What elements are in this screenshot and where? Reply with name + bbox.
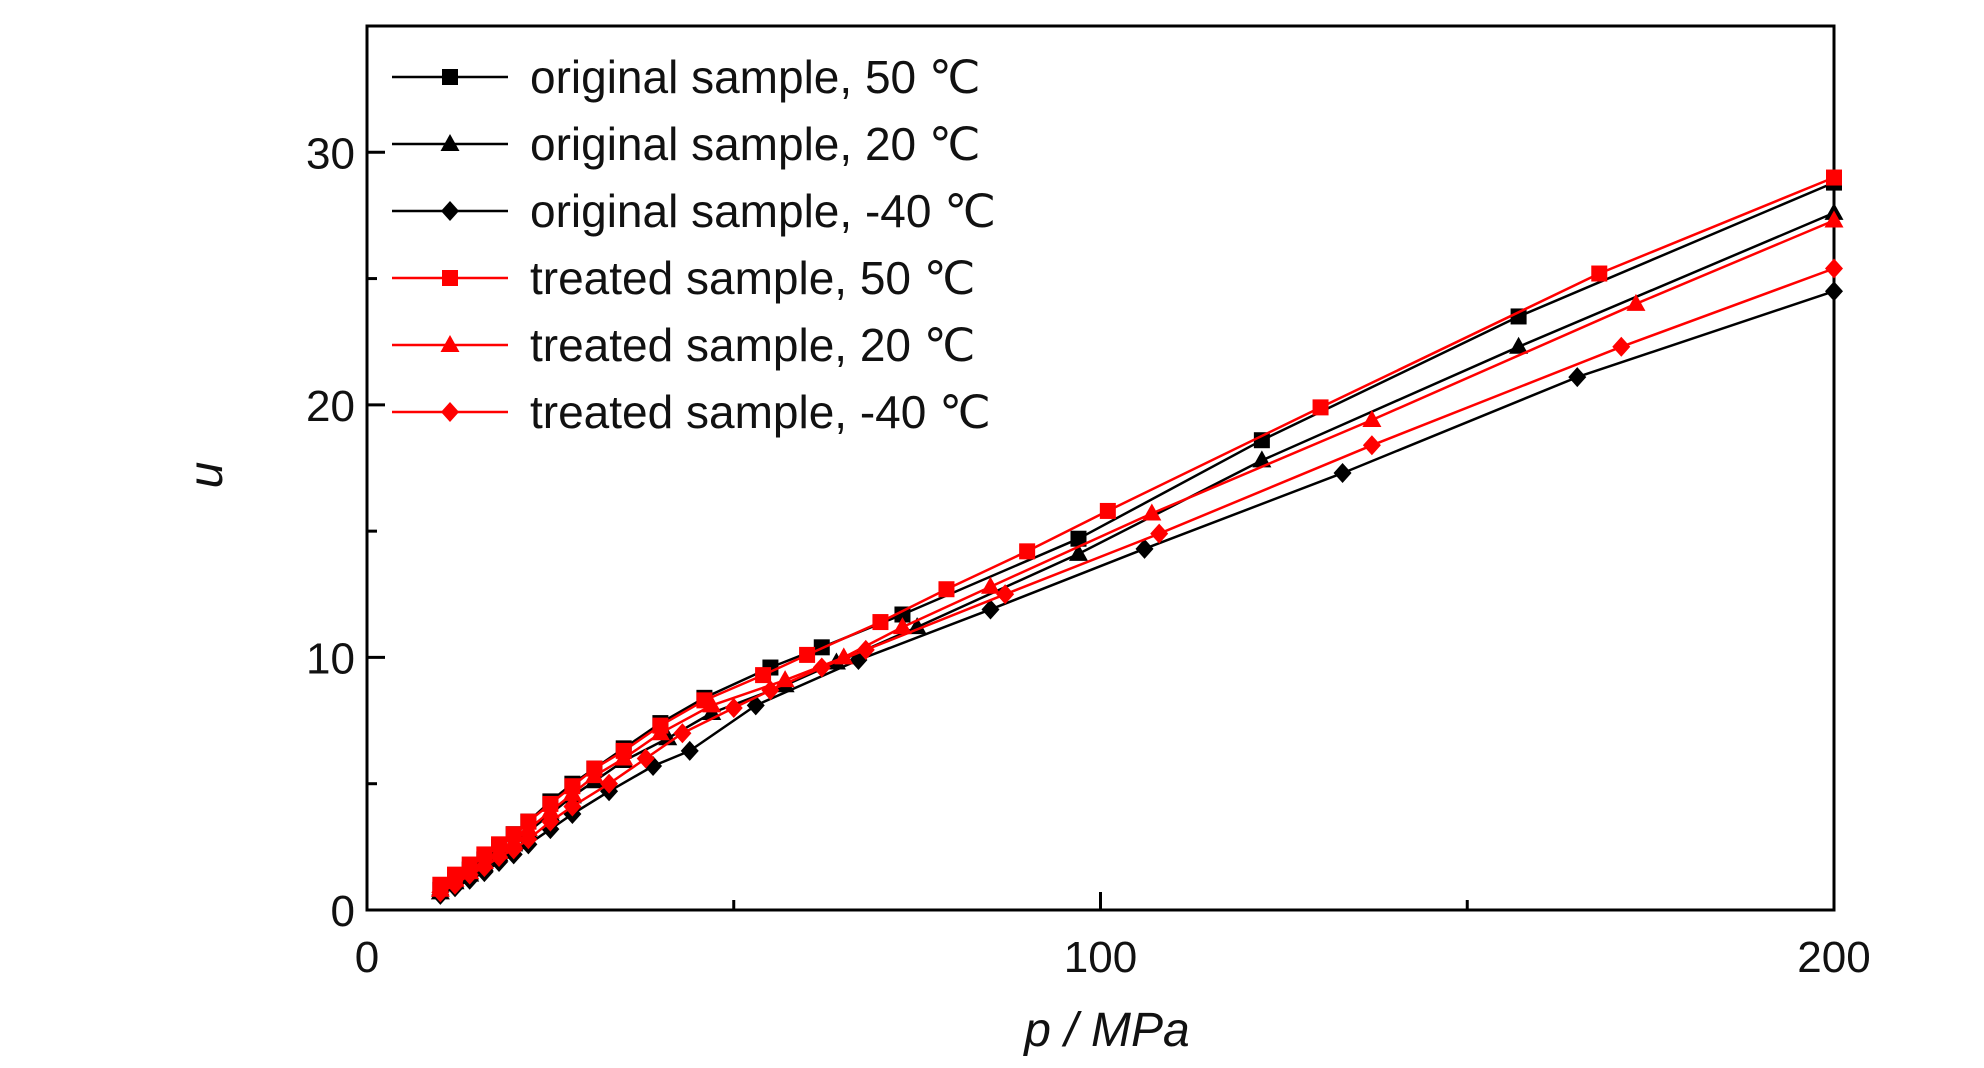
legend-entry: treated sample, 50 ℃ <box>392 252 975 304</box>
data-point <box>1826 169 1842 186</box>
data-point <box>1099 502 1116 519</box>
data-point <box>872 614 889 631</box>
data-point <box>856 639 875 660</box>
legend-entry: treated sample, 20 ℃ <box>392 319 975 371</box>
data-point <box>702 695 722 713</box>
data-point <box>1142 503 1162 521</box>
legend-marker <box>440 134 460 151</box>
data-point <box>907 617 927 635</box>
data-point <box>1362 435 1381 456</box>
data-point <box>1333 463 1352 484</box>
data-point <box>541 811 560 832</box>
axis-ticks-layer: 0 100 200 0 10 20 30 <box>306 129 1871 982</box>
data-point <box>650 723 670 741</box>
data-point <box>504 839 523 860</box>
legend: original sample, 50 ℃ original sample, 20… <box>392 51 996 438</box>
legend-label: treated sample, 20 ℃ <box>530 319 975 371</box>
legend-marker <box>442 270 458 286</box>
data-point <box>1824 210 1844 228</box>
data-point <box>812 657 831 678</box>
data-point <box>1626 293 1646 311</box>
data-point <box>446 874 465 895</box>
data-point <box>475 857 494 878</box>
y-tick-label: 0 <box>331 887 355 936</box>
data-point <box>519 829 538 850</box>
data-point <box>980 576 1000 594</box>
y-tick-label: 10 <box>306 634 355 683</box>
data-point <box>799 646 816 663</box>
data-point <box>755 667 772 684</box>
series-5 <box>430 210 1844 897</box>
data-point <box>636 748 655 769</box>
legend-marker <box>440 335 460 352</box>
data-point <box>761 680 780 701</box>
data-point <box>673 723 692 744</box>
legend-label: treated sample, -40 ℃ <box>530 386 991 438</box>
data-point <box>490 846 509 867</box>
data-point <box>460 864 479 885</box>
data-point <box>614 748 634 766</box>
data-point <box>1252 450 1272 468</box>
legend-label: original sample, -40 ℃ <box>530 185 996 237</box>
data-point <box>1019 543 1036 560</box>
data-point <box>1312 399 1329 416</box>
data-point <box>1509 336 1529 354</box>
data-point <box>680 740 699 761</box>
data-point <box>981 599 1000 620</box>
legend-label: original sample, 20 ℃ <box>530 118 981 170</box>
data-point <box>431 882 450 903</box>
series-3 <box>431 281 1843 905</box>
data-point <box>1612 336 1631 357</box>
data-point <box>724 697 743 718</box>
data-point <box>1135 538 1154 559</box>
legend-label: original sample, 50 ℃ <box>530 51 981 103</box>
legend-entry: original sample, -40 ℃ <box>392 185 996 237</box>
legend-label: treated sample, 50 ℃ <box>530 252 975 304</box>
series-layer <box>430 169 1844 905</box>
data-point <box>563 796 582 817</box>
data-point <box>1070 530 1087 547</box>
data-point <box>1591 265 1608 282</box>
data-point <box>1068 543 1088 561</box>
x-tick-label: 100 <box>1064 933 1137 982</box>
series-line <box>439 290 1835 896</box>
y-axis-title: u <box>180 462 233 489</box>
legend-entry: original sample, 50 ℃ <box>392 51 981 103</box>
data-point <box>584 766 604 784</box>
x-tick-label: 200 <box>1797 933 1870 982</box>
data-point <box>938 581 955 598</box>
legend-marker <box>441 201 459 221</box>
y-tick-label: 20 <box>306 382 355 431</box>
y-tick-label: 30 <box>306 129 355 178</box>
legend-marker <box>441 402 459 422</box>
data-point <box>1510 308 1527 325</box>
data-point <box>562 783 582 801</box>
legend-entry: original sample, 20 ℃ <box>392 118 981 170</box>
data-point <box>540 801 560 819</box>
legend-entry: treated sample, -40 ℃ <box>392 386 991 438</box>
series-6 <box>431 258 1843 903</box>
data-point <box>1568 367 1587 388</box>
data-point <box>1150 523 1169 544</box>
data-point <box>1825 258 1843 279</box>
data-point <box>892 617 912 635</box>
x-axis-title: p / MPa <box>1022 1004 1189 1057</box>
data-point <box>1362 410 1382 428</box>
data-point <box>1253 432 1270 449</box>
data-point <box>996 584 1015 605</box>
legend-marker <box>442 69 458 85</box>
data-point <box>518 819 538 837</box>
data-point <box>600 773 619 794</box>
x-tick-label: 0 <box>355 933 379 982</box>
data-point <box>1825 281 1843 302</box>
